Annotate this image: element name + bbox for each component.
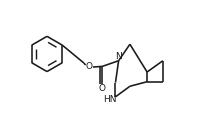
Text: N: N: [115, 52, 122, 61]
Text: O: O: [99, 84, 106, 93]
Text: O: O: [86, 62, 93, 71]
Text: HN: HN: [103, 95, 117, 104]
